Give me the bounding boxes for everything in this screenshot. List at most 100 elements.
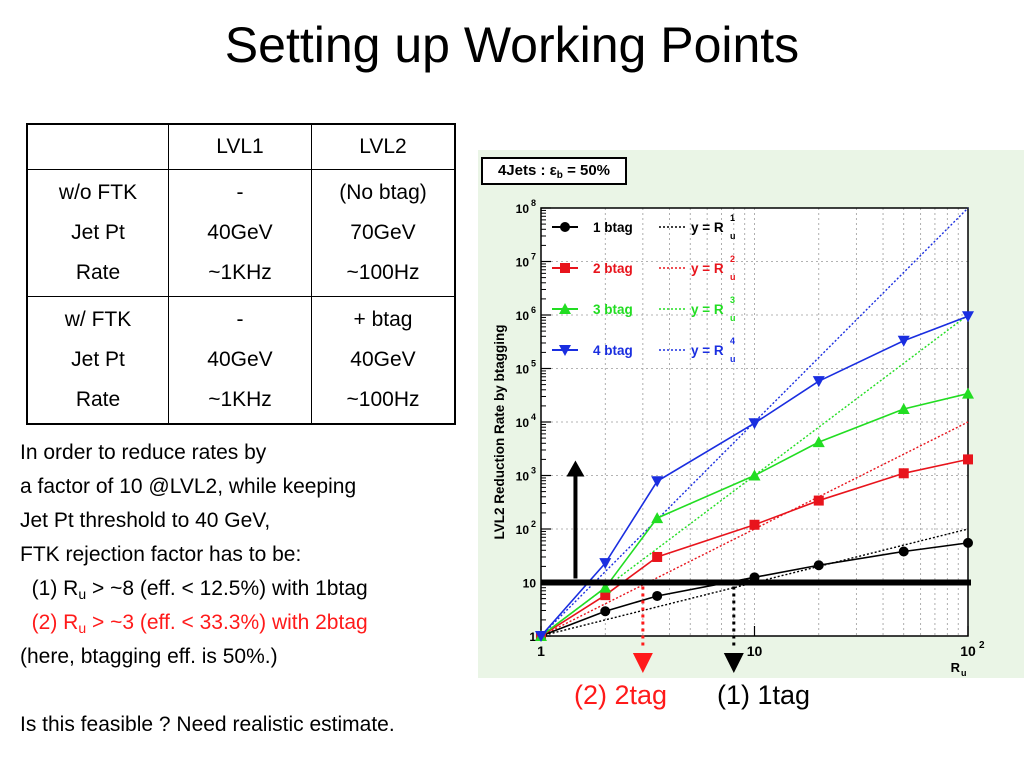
data-point [599,558,612,570]
option-text: > ~8 (eff. < 12.5%) with 1btag [86,577,368,600]
data-point [897,335,910,347]
text-line: (here, btagging eff. is 50%.) [20,645,278,668]
legend-ref-superscript: 2 [730,254,735,264]
cell-value: ~1KHz [208,388,272,411]
table-cell: w/o FTK Jet Pt Rate [26,169,169,297]
data-point [812,436,825,448]
data-point [898,468,909,479]
data-point [813,495,824,506]
option-subscript: u [78,620,87,636]
cell-value: 70GeV [350,221,416,244]
annotation-2tag: (2) 2tag [574,680,668,710]
legend-label: 3 btag [593,302,633,317]
table-cell: - 40GeV ~1KHz [168,296,312,425]
panel-title-text: 4Jets : ε [497,162,557,179]
x-tick-label: 10 [960,643,976,659]
legend-ref-superscript: 4 [730,336,735,346]
option-2btag: (2) Ru > ~3 (eff. < 33.3%) with 2btag [20,606,395,640]
legend-ref-label: y = R [691,261,724,276]
slide-title: Setting up Working Points [224,17,800,73]
legend-label: 2 btag [593,261,633,276]
y-tick-label: 1 [529,630,536,644]
table-group-with-ftk: w/ FTK Jet Pt Rate - 40GeV ~1KHz + btag … [26,296,456,425]
data-point [600,590,611,601]
data-point [748,469,761,481]
text-line: Is this feasible ? Need realistic estima… [20,713,395,736]
y-tick-label-exponent: 4 [531,412,536,422]
text-line: In order to reduce rates by [20,441,267,464]
chart-panel: 1 10 10 2 10 3 10 4 10 5 10 6 10 7 10 8 1 10 10 2 LVL2 Reduc… [478,150,1024,678]
data-point [535,631,547,642]
x-tick-label: 10 [747,643,763,659]
cell-value: - [236,308,244,331]
y-tick-label: 10 [516,256,530,270]
row-label: Rate [75,388,121,411]
data-point [600,606,611,617]
y-tick-label: 10 [516,202,530,216]
option-1btag: (1) Ru > ~8 (eff. < 12.5%) with 1btag [20,572,395,606]
table-header-row: LVL1 LVL2 [26,123,456,170]
row-label: Rate [75,261,121,284]
x-axis-title-subscript: u [961,668,967,678]
text-line: a factor of 10 @LVL2, while keeping [20,475,357,498]
data-point [897,402,910,414]
legend-marker [559,345,571,356]
legend-ref-label: y = R [691,220,724,235]
x-axis-title: R [951,660,961,675]
reference-line [540,207,969,637]
cell-value: 40GeV [350,348,416,371]
cell-value: ~1KHz [208,261,272,284]
legend-ref-subscript: u [730,231,736,241]
legend-ref-subscript: u [730,272,736,282]
option-text: > ~3 (eff. < 33.3%) with 2btag [86,611,368,634]
y-tick-label: 10 [516,309,530,323]
data-point [898,546,909,557]
legend-ref-superscript: 1 [730,213,735,223]
data-point [749,519,760,530]
y-tick-label-exponent: 2 [531,519,536,529]
threshold-arrow-head [566,460,585,477]
row-label: Jet Pt [71,221,125,244]
y-tick-label-exponent: 3 [531,466,536,476]
cell-value: ~100Hz [346,261,420,284]
cell-value: + btag [353,308,413,331]
panel-title-text: = 50% [562,162,611,179]
table-cell: + btag 40GeV ~100Hz [311,296,456,425]
data-point [652,590,663,601]
y-tick-label-exponent: 6 [531,305,536,315]
data-point [812,376,825,388]
cell-value: - [236,181,244,204]
legend-ref-subscript: u [730,313,736,323]
y-tick-label-exponent: 7 [531,252,536,262]
x-tick-label: 1 [537,643,545,659]
data-point [962,311,974,323]
y-axis-title: LVL2 Reduction Rate by btagging [492,324,507,539]
data-point [962,387,974,399]
y-tick-label-exponent: 8 [531,198,536,208]
spacer [20,674,395,708]
legend-marker [560,222,570,232]
table-header-cell: LVL2 [311,123,456,170]
y-tick-label: 10 [516,363,530,377]
working-points-table: LVL1 LVL2 w/o FTK Jet Pt Rate - 40GeV ~1… [26,123,456,425]
y-tick-label: 10 [516,470,530,484]
table-header-cell: LVL1 [168,123,312,170]
y-tick-label: 10 [516,416,530,430]
data-point [651,512,664,524]
panel-title-subscript: b [556,170,563,181]
data-point [652,551,663,562]
row-label: Jet Pt [71,348,125,371]
cell-value: (No btag) [339,181,427,204]
option-subscript: u [78,586,87,602]
table-cell: (No btag) 70GeV ~100Hz [311,169,456,297]
working-point-arrow [632,653,653,673]
y-tick-label-exponent: 5 [531,359,536,369]
data-point [813,560,824,571]
legend-marker [559,303,571,314]
text-line: FTK rejection factor has to be: [20,543,302,566]
y-tick-label: 10 [523,577,537,591]
description-text: In order to reduce rates by a factor of … [20,436,395,742]
table-cell: - 40GeV ~1KHz [168,169,312,297]
text-line: Jet Pt threshold to 40 GeV, [20,509,271,532]
